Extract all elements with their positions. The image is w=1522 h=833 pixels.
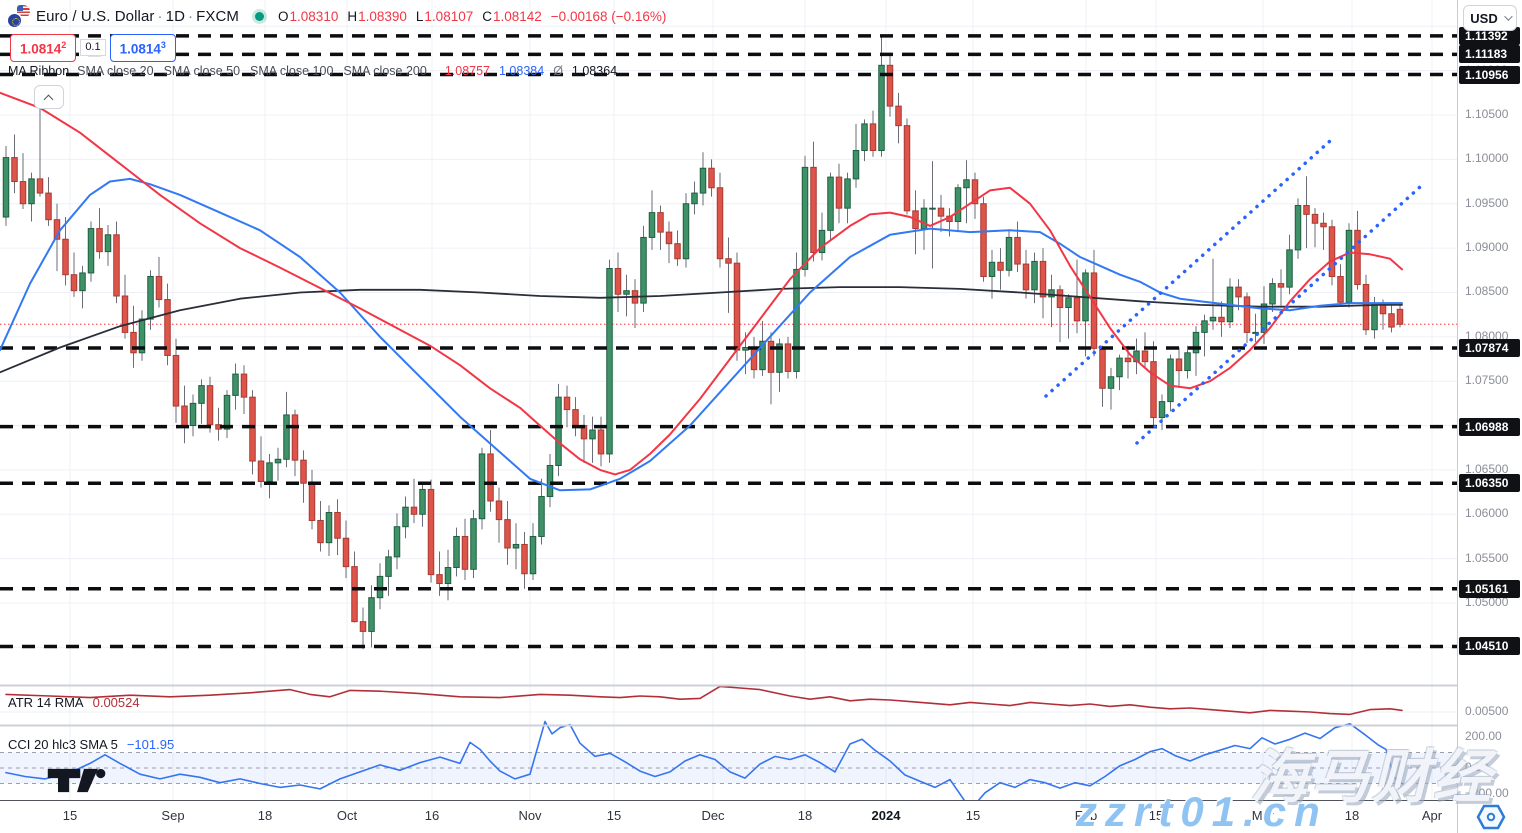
symbol-legend[interactable]: Euro / U.S. Dollar · 1D · FXCM O1.08310 H1.0… (8, 5, 666, 27)
collapse-legend-button[interactable] (34, 85, 64, 109)
price-tick-label: 1.07500 (1465, 373, 1509, 388)
level-price-label: 1.11392 (1459, 26, 1520, 45)
level-price-label: 1.11183 (1459, 45, 1520, 64)
price-tick-label: 1.09500 (1465, 195, 1509, 210)
time-tick-label: 16 (424, 808, 440, 823)
ma-ribbon-legend[interactable]: MA Ribbon SMA close 20 SMA close 50 SMA cl… (8, 64, 626, 78)
level-price-label: 1.06350 (1459, 474, 1520, 493)
time-tick-label: 18 (1344, 808, 1360, 823)
ma-ribbon-title: MA Ribbon (8, 64, 70, 78)
spread-value: 0.1 (80, 39, 106, 57)
price-tick-label: 1.09000 (1465, 240, 1509, 255)
indicator-tick-label: 200.00 (1465, 729, 1502, 743)
price-tick-label: 1.10500 (1465, 107, 1509, 121)
sell-button[interactable]: 1.08142 (10, 34, 77, 62)
price-axis[interactable]: USD 1.115001.110001.105001.100001.095001… (1457, 0, 1522, 833)
ma-ribbon-params: SMA close 20 SMA close 50 SMA close 100 SMA… (77, 64, 437, 78)
price-tick-label: 1.06000 (1465, 506, 1509, 521)
time-tick-label: Nov (518, 808, 542, 823)
tradingview-logo[interactable] (44, 767, 124, 793)
ma-ribbon-values: 1.08757 1.08384 Ø 1.08364 (445, 64, 626, 78)
time-tick-label: Sep (161, 808, 185, 823)
ma-param: SMA close 100 (250, 64, 334, 78)
currency-selector-button[interactable]: USD (1463, 5, 1517, 31)
buy-button[interactable]: 1.08143 (109, 34, 176, 62)
price-tick-label: 1.06500 (1465, 461, 1509, 476)
eurusd-flag-icon (8, 5, 30, 27)
time-tick-label: Apr (1421, 808, 1443, 823)
chart-canvas[interactable] (0, 0, 1457, 800)
level-price-label: 1.06988 (1459, 417, 1520, 436)
ma-param: SMA close 20 (77, 64, 154, 78)
high-value: 1.08390 (358, 8, 407, 24)
ma-param: SMA close 50 (163, 64, 241, 78)
price-tick-label: 1.05500 (1465, 550, 1509, 565)
time-tick-label: Oct (336, 808, 358, 823)
level-price-label: 1.07874 (1459, 339, 1520, 357)
indicator-tick-label: 0.00 (1465, 760, 1489, 774)
time-tick-label: 2024 (871, 808, 901, 823)
cci-label: CCI 20 hlc3 SMA 5 (8, 737, 118, 752)
cci-value: −101.95 (126, 737, 175, 752)
eu-flag-icon (8, 14, 21, 27)
time-tick-label: 15 (62, 808, 78, 823)
buy-sell-widget: 1.08142 0.1 1.08143 (10, 34, 176, 62)
time-tick-label: Feb (1074, 808, 1098, 823)
time-tick-label: Dec (701, 808, 725, 823)
exchange-label: FXCM (196, 7, 240, 25)
indicator-tick-label: 0.00500 (1465, 704, 1509, 718)
atr-legend[interactable]: ATR 14 RMA 0.00524 (8, 695, 140, 710)
low-value: 1.08107 (424, 8, 474, 24)
indicator-tick-label: −200.00 (1465, 786, 1509, 800)
time-tick-label: 18 (257, 808, 273, 823)
close-value: 1.08142 (492, 8, 542, 24)
market-status-dot-icon (255, 11, 265, 21)
ma-value: 1.08757 (444, 64, 490, 78)
change-value: −0.00168 (−0.16%) (550, 8, 667, 24)
ma-value: Ø (553, 64, 563, 78)
time-axis[interactable]: 15 Sep 18 Oct 16 Nov 15 Dec 18 2024 15 Feb 15 Mar 18 Ap… (0, 800, 1457, 833)
time-tick-label: 18 (797, 808, 813, 823)
interval-label: 1D (165, 7, 185, 25)
symbol-title[interactable]: Euro / U.S. Dollar · 1D · FXCM (36, 7, 240, 25)
us-flag-icon (17, 5, 30, 18)
ohlc-values: O1.08310 H1.08390 L1.08107 C1.08142 −0.0… (278, 8, 667, 24)
price-tick-label: 1.10000 (1465, 151, 1509, 166)
ma-value: 1.08384 (499, 64, 545, 78)
atr-label: ATR 14 RMA (8, 695, 84, 710)
chevron-down-icon (1503, 12, 1513, 21)
ma-value: 1.08364 (571, 64, 618, 78)
atr-value: 0.00524 (92, 695, 140, 710)
level-price-label: 1.10956 (1459, 65, 1520, 84)
cci-legend[interactable]: CCI 20 hlc3 SMA 5 −101.95 (8, 737, 174, 752)
time-tick-label: 15 (606, 808, 622, 823)
price-tick-label: 1.05000 (1465, 595, 1509, 609)
ma-param: SMA close 200 (343, 64, 427, 78)
chevron-up-icon (43, 94, 54, 105)
time-tick-label: 15 (965, 808, 981, 823)
time-tick-label: Mar (1251, 808, 1275, 823)
level-price-label: 1.04510 (1459, 637, 1520, 656)
open-value: 1.08310 (289, 8, 339, 24)
time-tick-label: 15 (1148, 808, 1164, 823)
price-tick-label: 1.08500 (1465, 284, 1509, 299)
level-price-label: 1.05161 (1459, 579, 1520, 598)
